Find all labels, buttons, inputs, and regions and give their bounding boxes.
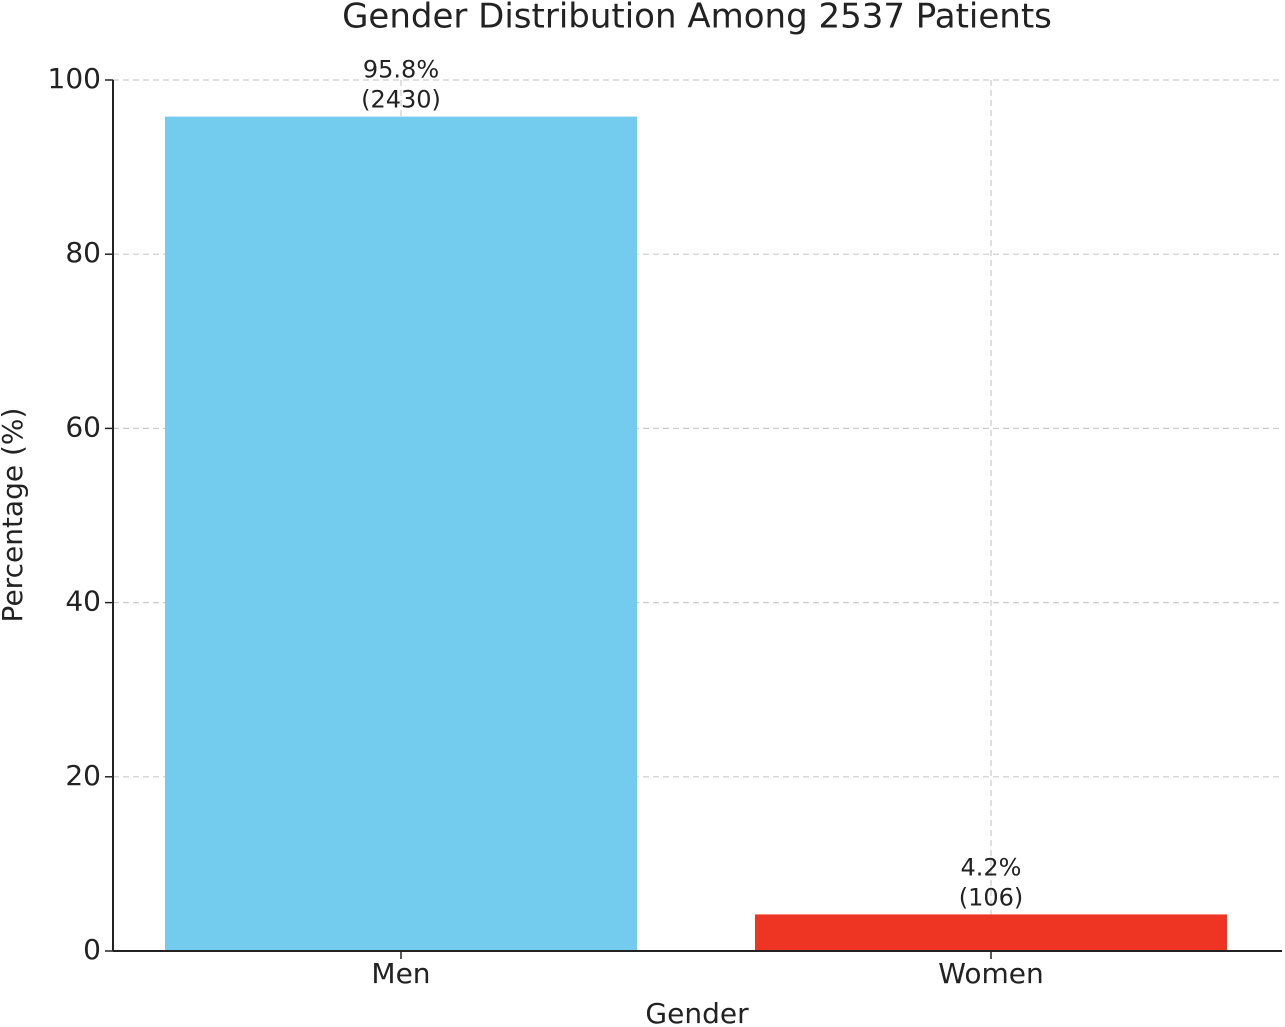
y-tick-label: 0 xyxy=(83,933,101,966)
y-tick-label: 60 xyxy=(65,410,101,443)
x-tick-label: Men xyxy=(371,957,430,990)
value-label: 4.2% (106) xyxy=(959,853,1024,911)
y-tick-label: 100 xyxy=(48,62,101,95)
x-tick-label: Women xyxy=(938,957,1043,990)
y-tick-label: 20 xyxy=(65,759,101,792)
value-label: 95.8% (2430) xyxy=(361,56,441,114)
chart-title: Gender Distribution Among 2537 Patients xyxy=(342,0,1052,37)
bar xyxy=(165,116,637,951)
y-axis-label: Percentage (%) xyxy=(0,408,29,623)
bar xyxy=(755,914,1227,951)
x-axis-label: Gender xyxy=(645,997,749,1027)
y-tick-label: 40 xyxy=(65,585,101,618)
y-tick-label: 80 xyxy=(65,236,101,269)
